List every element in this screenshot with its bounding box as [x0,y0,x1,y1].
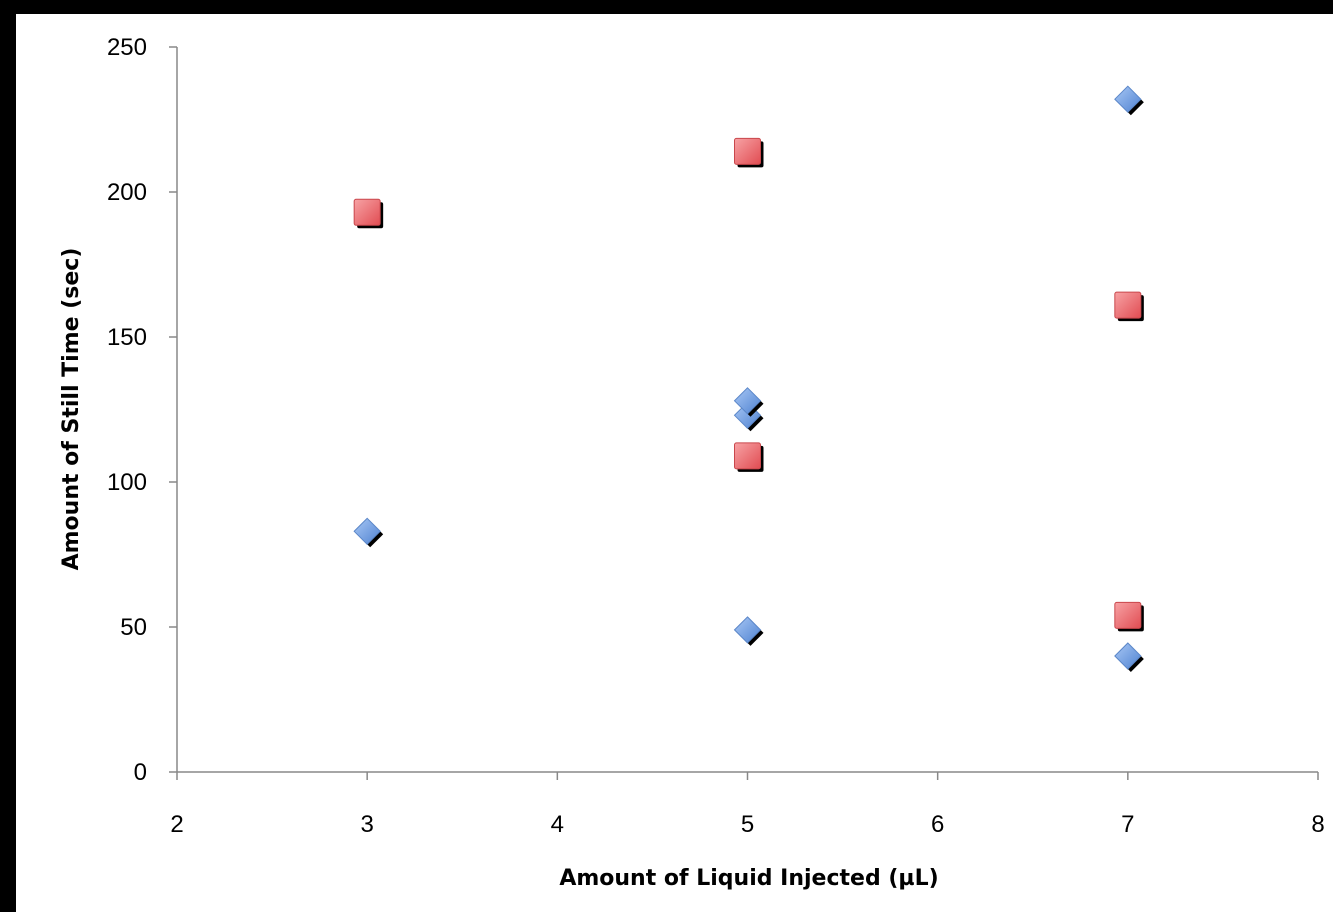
x-tick-label: 6 [931,811,944,838]
square-point [734,442,764,472]
square-point [353,198,384,229]
y-axis-title: Amount of Still Time (sec) [59,248,84,571]
square-point [734,137,764,168]
x-tick-label: 8 [1311,811,1324,838]
diamond-point [353,517,384,548]
data-points [353,85,1144,672]
x-tick-label: 3 [360,811,373,838]
axes [169,46,1319,780]
square-point [1114,291,1144,322]
y-tick-label: 50 [120,614,147,641]
x-axis-title: Amount of Liquid Injected (µL) [559,866,938,891]
x-tick-label: 2 [170,811,183,838]
y-tick-label: 100 [107,469,147,496]
x-tick-label: 7 [1121,811,1134,838]
y-tick-label: 0 [134,759,147,786]
y-tick-label: 250 [107,34,147,61]
chart-area [16,14,1333,912]
square-point [1114,601,1144,632]
y-tick-label: 150 [107,324,147,351]
x-tick-label: 4 [551,811,564,838]
diamond-point [1114,85,1144,116]
tick-labels: 0 50 100 150 200 250 2 3 4 5 6 7 8 [107,34,1325,838]
y-tick-label: 200 [107,179,147,206]
diamond-point [733,616,764,646]
x-tick-label: 5 [741,811,754,838]
diamond-point [733,387,764,417]
diamond-point [1114,642,1144,672]
